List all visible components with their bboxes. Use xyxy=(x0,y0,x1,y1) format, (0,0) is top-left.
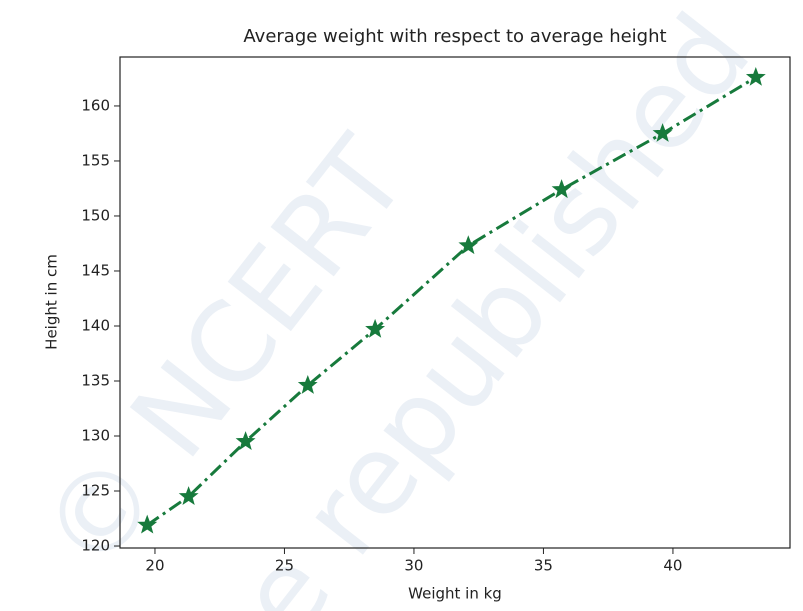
x-tick-label: 35 xyxy=(534,557,553,575)
plot-frame xyxy=(119,56,791,549)
x-tick-label: 20 xyxy=(145,557,164,575)
y-tick-label: 155 xyxy=(81,151,110,169)
data-point xyxy=(745,66,766,86)
chart-title: Average weight with respect to average h… xyxy=(243,26,666,47)
data-point xyxy=(365,318,386,338)
y-tick-label: 160 xyxy=(81,96,110,114)
x-tick-label: 40 xyxy=(663,557,682,575)
y-tick-label: 125 xyxy=(81,482,110,500)
x-tick-label: 30 xyxy=(404,557,423,575)
data-point xyxy=(652,123,673,142)
x-axis-label: Weight in kg xyxy=(408,585,502,603)
y-tick-label: 150 xyxy=(81,206,110,224)
data-point xyxy=(297,374,318,394)
y-tick-label: 140 xyxy=(81,316,110,334)
y-tick-label: 145 xyxy=(81,261,110,279)
data-point xyxy=(551,179,572,199)
y-tick-label: 120 xyxy=(81,537,110,555)
data-point xyxy=(137,514,158,534)
y-axis-label: Height in cm xyxy=(43,254,61,350)
y-tick-label: 135 xyxy=(81,371,110,389)
data-point xyxy=(178,486,199,505)
data-point xyxy=(458,235,479,255)
y-tick-label: 130 xyxy=(81,427,110,445)
x-tick-label: 25 xyxy=(275,557,294,575)
data-point xyxy=(235,431,256,450)
